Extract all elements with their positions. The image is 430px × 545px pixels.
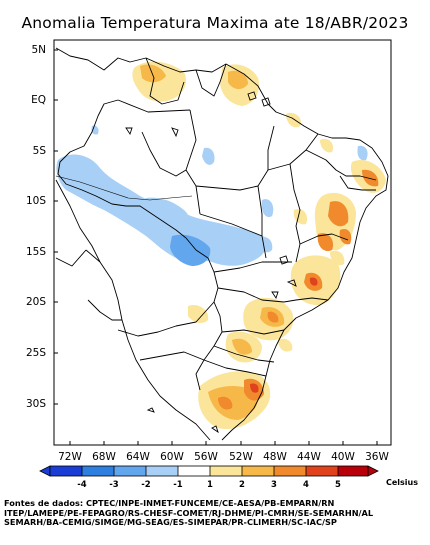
colorbar-tick-label: 1 [207, 480, 213, 490]
lon-label-60w: 60W [160, 451, 184, 463]
country-borders [55, 47, 389, 441]
islands-lakes [125, 91, 297, 434]
colorbar-tick-label: -2 [141, 480, 151, 490]
lon-label-48w: 48W [263, 451, 287, 463]
lat-label-5n: 5N [31, 44, 46, 56]
lon-label-56w: 56W [194, 451, 218, 463]
lon-label-72w: 72W [58, 451, 82, 463]
lat-label-20s: 20S [25, 296, 46, 308]
sources-line: ITEP/LAMEPE/PE-FEPAGRO/RS-CHESF-COMET/RJ… [4, 507, 374, 518]
sources-line: SEMARH/BA-CEMIG/SIMGE/MG-SEAG/ES-SIMEPAR… [4, 517, 337, 528]
colorbar-tick-label: 5 [335, 480, 341, 490]
axis-ticks [54, 49, 378, 445]
lon-label-44w: 44W [297, 451, 321, 463]
warm-anomaly-areas [132, 61, 386, 430]
colorbar-tick-label: -4 [77, 480, 87, 490]
lon-label-36w: 36W [365, 451, 389, 463]
colorbar [39, 465, 379, 477]
data-sources: Fontes de dados: CPTEC/INPE-INMET-FUNCEM… [4, 498, 428, 528]
colorbar-tick-label: 4 [303, 480, 309, 490]
lon-label-68w: 68W [92, 451, 116, 463]
lat-label-eq: EQ [31, 94, 46, 106]
colorbar-tick-label: 2 [239, 480, 245, 490]
lon-label-40w: 40W [331, 451, 355, 463]
colorbar-tick-label: 3 [271, 480, 277, 490]
lon-label-64w: 64W [126, 451, 150, 463]
map-title: Anomalia Temperatura Maxima ate 18/ABR/2… [21, 14, 409, 32]
map-frame [53, 39, 392, 446]
cold-anomaly-areas [56, 125, 368, 266]
lat-label-10s: 10S [25, 195, 46, 207]
sources-line: Fontes de dados: CPTEC/INPE-INMET-FUNCEM… [4, 498, 335, 508]
colorbar-tick-label: -3 [109, 480, 119, 490]
lat-label-30s: 30S [25, 398, 46, 410]
lat-label-15s: 15S [25, 246, 46, 258]
lon-label-52w: 52W [229, 451, 253, 463]
lat-label-25s: 25S [25, 347, 46, 359]
colorbar-tick-label: -1 [173, 480, 183, 490]
lat-label-5s: 5S [32, 145, 46, 157]
colorbar-unit: Celsius [386, 478, 418, 487]
